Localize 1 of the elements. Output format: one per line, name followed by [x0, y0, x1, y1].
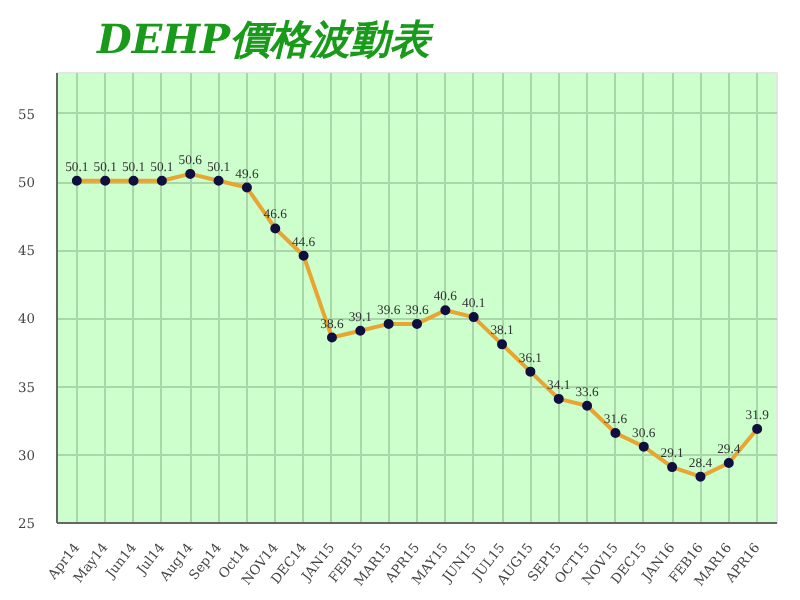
chart-title: DEHP價格波動表	[95, 15, 435, 63]
